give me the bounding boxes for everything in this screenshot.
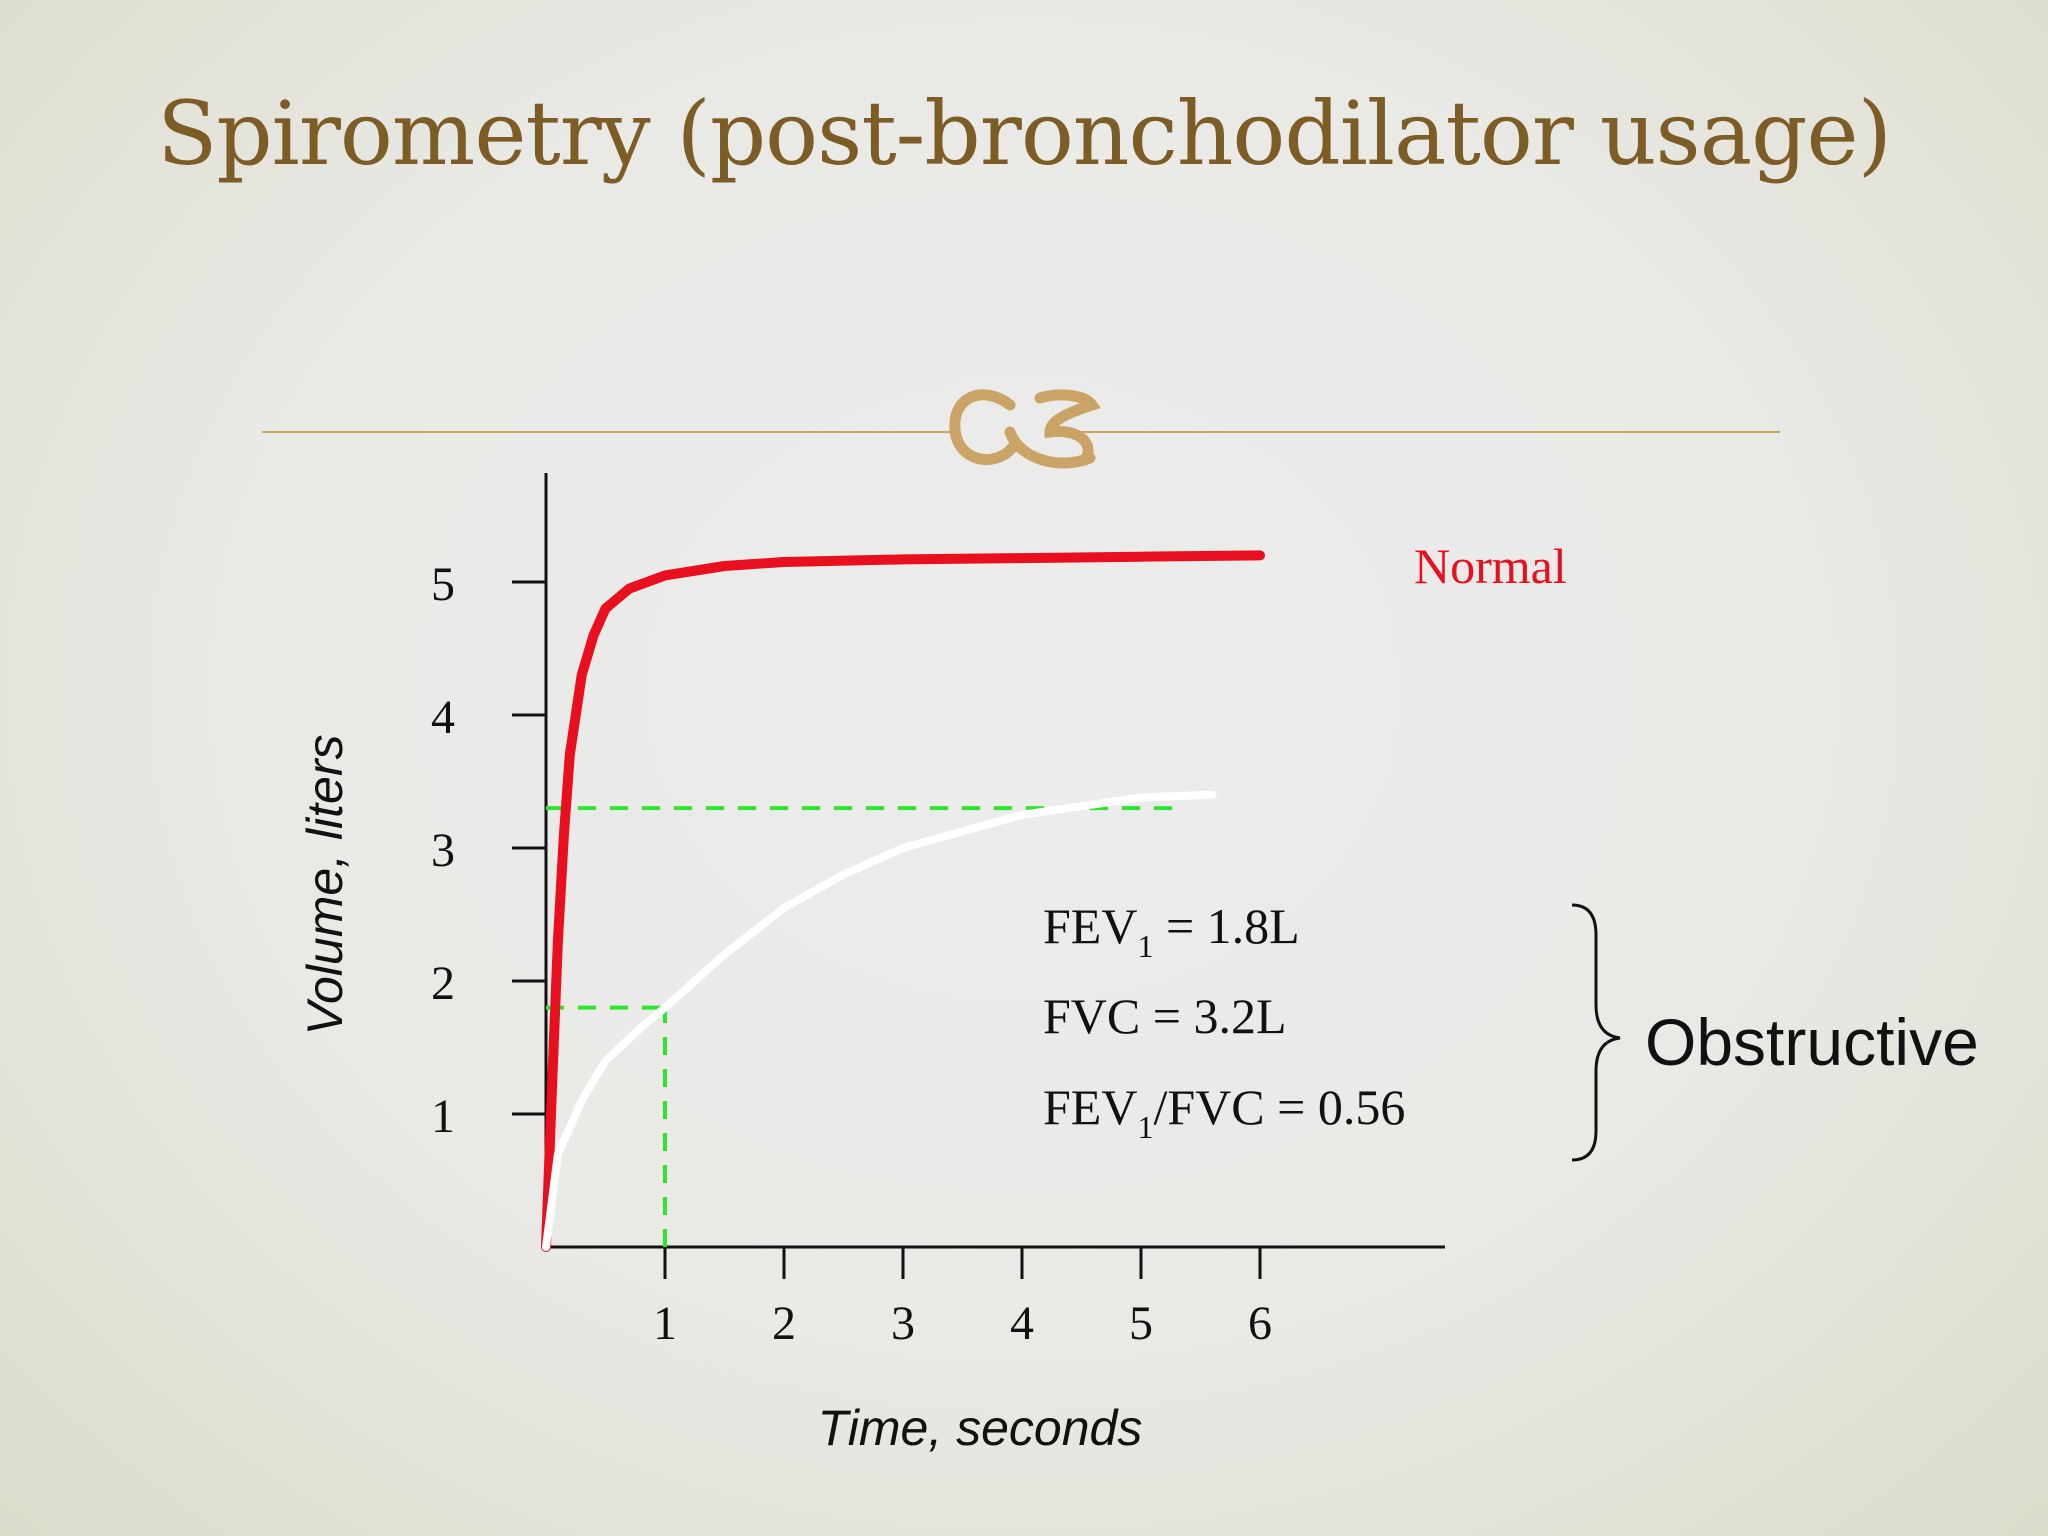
- x-tick-label-4: 4: [1010, 1297, 1034, 1350]
- y-tick-label-4: 4: [431, 691, 455, 744]
- y-tick-label-5: 5: [431, 558, 455, 611]
- x-tick-label-3: 3: [891, 1297, 915, 1350]
- y-axis-label: Volume, liters: [297, 734, 353, 1035]
- ratio-annotation: FEV1/FVC = 0.56: [1043, 1079, 1405, 1145]
- x-tick-label-2: 2: [772, 1297, 796, 1350]
- x-tick-label-5: 5: [1129, 1297, 1153, 1350]
- slide-title: Spirometry (post-bronchodilator usage): [157, 82, 1892, 185]
- y-tick-label-1: 1: [431, 1090, 455, 1143]
- y-tick-label-3: 3: [431, 824, 455, 877]
- fev1-annotation: FEV1 = 1.8L: [1043, 898, 1300, 964]
- ornament-icon: [949, 389, 1101, 469]
- fvc-annotation: FVC = 3.2L: [1043, 988, 1287, 1044]
- series-line-normal: [541, 550, 1265, 1252]
- x-tick-label-1: 1: [653, 1297, 677, 1350]
- obstructive-label: Obstructive: [1645, 1005, 1979, 1079]
- y-tick-label-2: 2: [431, 957, 455, 1010]
- x-axis-label: Time, seconds: [818, 1400, 1143, 1456]
- x-tick-label-6: 6: [1248, 1297, 1272, 1350]
- series-line-obstructive: [542, 790, 1217, 1251]
- series-label-normal: Normal: [1414, 538, 1567, 594]
- brace-icon: [1571, 903, 1621, 1162]
